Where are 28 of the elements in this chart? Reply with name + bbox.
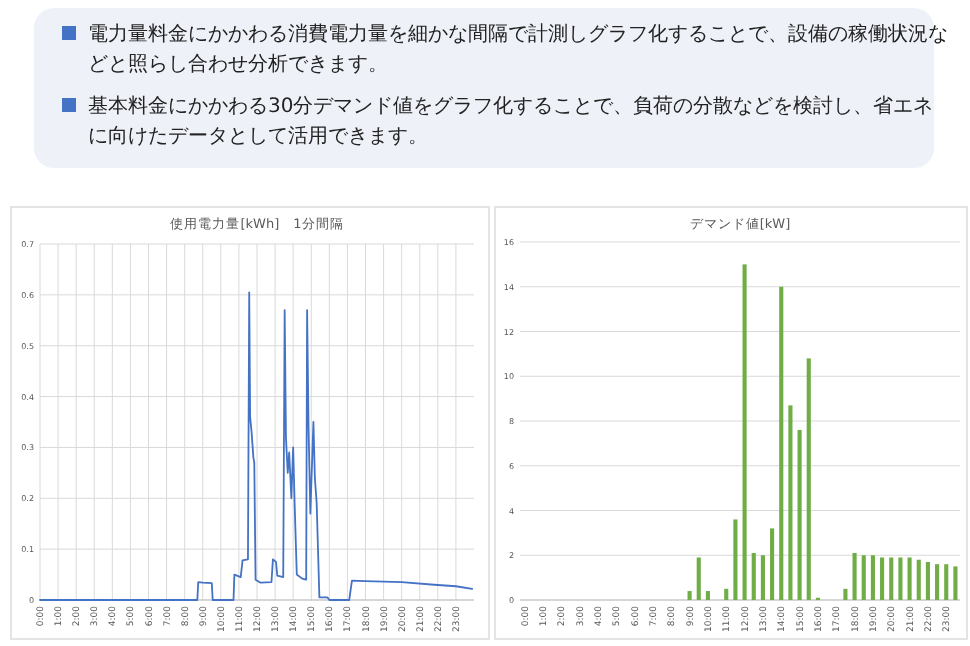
bar [760, 555, 765, 600]
bar [797, 429, 802, 600]
bar [733, 519, 738, 600]
bar [861, 555, 866, 600]
bar [843, 588, 848, 600]
bar [751, 553, 756, 600]
bar [742, 264, 747, 600]
bar [870, 555, 875, 600]
bar [687, 591, 692, 600]
bar [806, 358, 811, 600]
bar [944, 564, 949, 600]
bar [724, 588, 729, 600]
text: 電力量料金にかかわる消費電力量を細かな間隔で計測しグラフ化することで、設備の稼働状況などと照らし合わせ分析できます。 [88, 24, 948, 76]
bar [852, 553, 857, 600]
bar [898, 557, 903, 600]
bar [889, 557, 894, 600]
bar [788, 405, 793, 600]
text: 基本料金にかかわる30分デマンド値をグラフ化することで、負荷の分散などを検討し、省エネに向けたデータとして活用できます。 [88, 96, 934, 148]
bar [779, 286, 784, 600]
bar [935, 564, 940, 600]
bar [880, 557, 885, 600]
bar [696, 557, 701, 600]
bar [925, 561, 930, 600]
bar [907, 557, 912, 600]
bar [705, 591, 710, 600]
bar [916, 559, 921, 600]
bar [770, 528, 775, 600]
bar [953, 566, 958, 600]
